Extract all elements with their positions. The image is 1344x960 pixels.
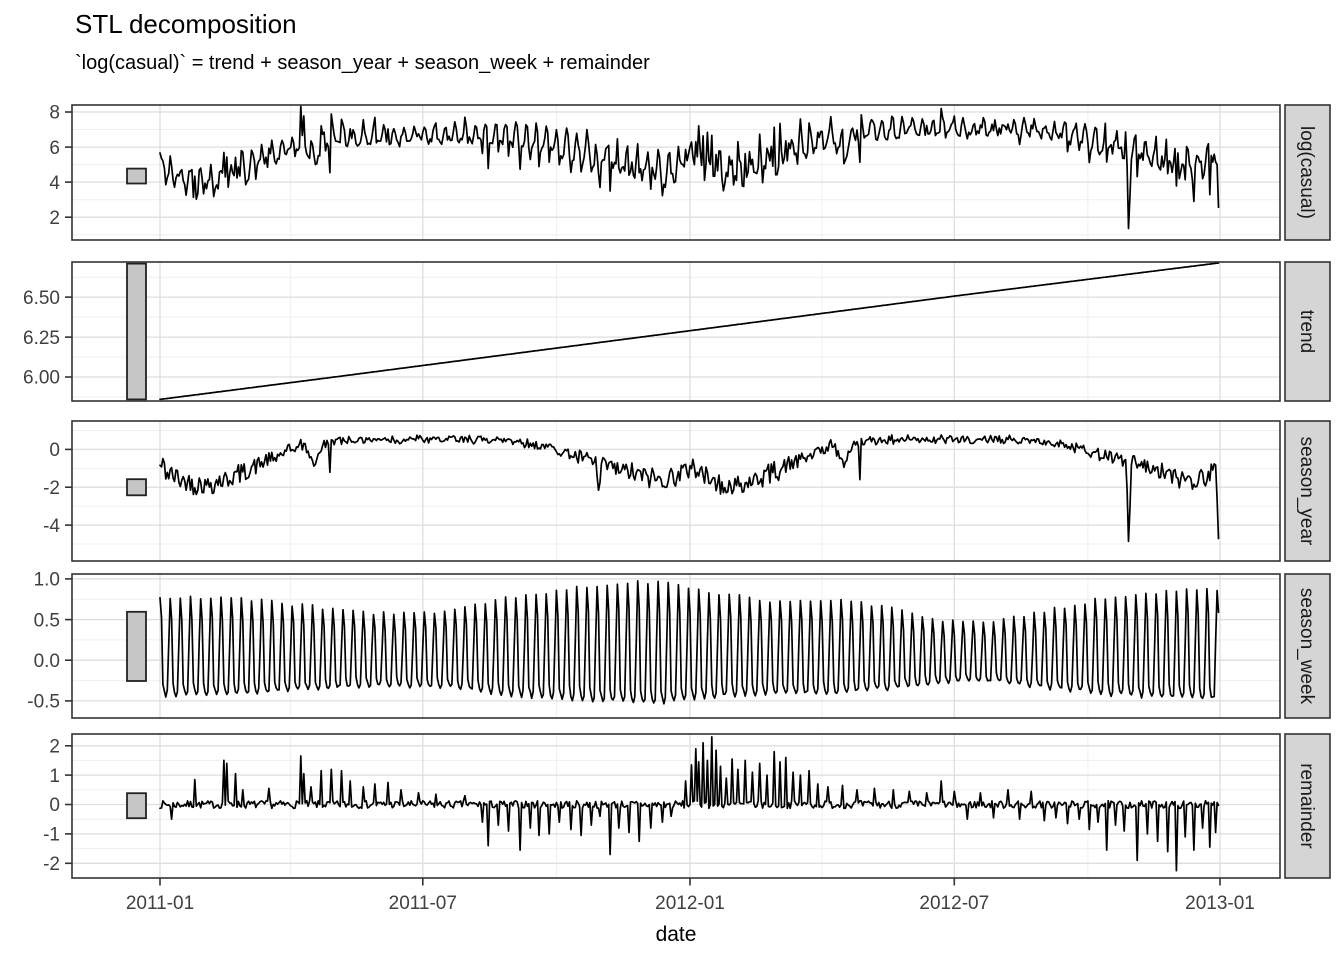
x-tick-label-2011-01: 2011-01 (126, 893, 194, 914)
x-tick-label-2011-07: 2011-07 (389, 893, 457, 914)
x-axis-title: date (656, 923, 697, 946)
panel-border (71, 420, 1281, 562)
y-tick-label: 2 (49, 736, 60, 757)
panel-remainder: 2 1 0 -1 -2 remainder (43, 733, 1331, 879)
strip-remainder: remainder (1284, 733, 1331, 879)
gridlines (72, 734, 1280, 878)
scale-bar (126, 167, 147, 185)
strip-background (1284, 104, 1331, 241)
y-axis-log-casual: 8 6 4 2 (49, 103, 72, 229)
y-tick-label: 6.00 (23, 368, 60, 389)
strip-background (1284, 573, 1331, 719)
x-tick-label-2012-07: 2012-07 (919, 893, 989, 914)
series-line-log-casual (159, 105, 1220, 230)
y-tick-label: 0.0 (34, 651, 60, 672)
y-tick-label: 6.25 (23, 328, 60, 349)
scale-bar (126, 610, 147, 682)
panel-log-casual: 8 6 4 2 log(casual) (49, 103, 1331, 241)
panel-season-week: 1.0 0.5 0.0 -0.5 season_week (27, 570, 1331, 719)
strip-background (1284, 420, 1331, 562)
y-tick-label: 6.50 (23, 288, 60, 309)
y-tick-label: -4 (43, 516, 60, 537)
strip-trend: trend (1284, 261, 1331, 402)
y-axis-season-year: 0 -2 -4 (43, 440, 72, 537)
y-tick-label: 1 (49, 766, 60, 787)
plot-title: STL decomposition (75, 9, 297, 39)
y-tick-label: -2 (43, 854, 60, 875)
plot-subtitle: `log(casual)` = trend + season_year + se… (75, 52, 650, 74)
scale-bar (126, 262, 147, 401)
strip-label: season_week (1296, 588, 1317, 705)
panel-border (71, 261, 1281, 402)
gridlines (72, 262, 1280, 401)
strip-season-year: season_year (1284, 420, 1331, 562)
y-tick-label: -2 (43, 478, 60, 499)
y-tick-label: 6 (49, 138, 60, 159)
x-axis: 2011-01 2011-07 2012-01 2012-07 2013-01 date (126, 878, 1255, 946)
y-tick-label: 0 (49, 440, 60, 461)
y-tick-label: 8 (49, 103, 60, 124)
series-line-remainder (159, 736, 1220, 872)
strip-label: trend (1296, 310, 1317, 353)
y-tick-label: 4 (49, 173, 60, 194)
y-tick-label: 2 (49, 208, 60, 229)
strip-season-week: season_week (1284, 573, 1331, 719)
panel-season-year: 0 -2 -4 season_year (43, 420, 1331, 562)
panel-border (71, 573, 1281, 719)
strip-label: remainder (1296, 763, 1317, 849)
y-tick-label: 1.0 (34, 570, 60, 591)
panel-border (71, 104, 1281, 241)
y-tick-label: 0 (49, 795, 60, 816)
y-axis-season-week: 1.0 0.5 0.0 -0.5 (27, 570, 72, 713)
y-tick-label: -0.5 (27, 692, 60, 713)
strip-label: log(casual) (1296, 126, 1317, 219)
strip-background (1284, 733, 1331, 879)
y-tick-label: 0.5 (34, 610, 60, 631)
scale-bar (126, 478, 147, 497)
y-axis-remainder: 2 1 0 -1 -2 (43, 736, 72, 875)
x-tick-label-2013-01: 2013-01 (1185, 893, 1255, 914)
series-line-season-week (159, 580, 1220, 705)
series-line-season-year (159, 434, 1220, 543)
y-axis-trend: 6.50 6.25 6.00 (23, 288, 72, 389)
x-tick-label-2012-01: 2012-01 (655, 893, 725, 914)
panel-border (71, 733, 1281, 879)
panel-trend: 6.50 6.25 6.00 trend (23, 261, 1331, 402)
series-line-trend (159, 262, 1220, 401)
y-tick-label: -1 (43, 825, 60, 846)
strip-label: season_year (1296, 437, 1317, 546)
gridlines (72, 421, 1280, 561)
scale-bar (126, 792, 147, 820)
strip-log-casual: log(casual) (1284, 104, 1331, 241)
strip-background (1284, 261, 1331, 402)
